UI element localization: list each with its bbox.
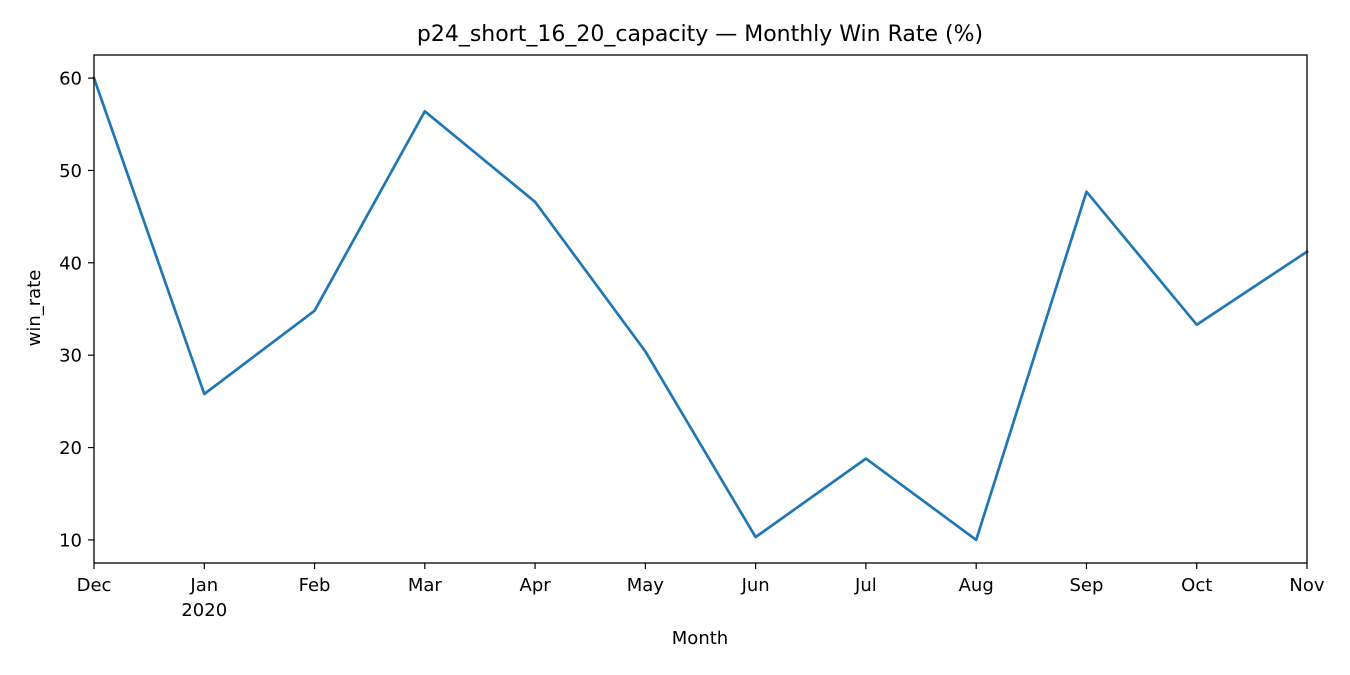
plot-area [92,76,1309,542]
x-tick-label: Aug [959,575,994,596]
x-tick-label: Oct [1181,575,1212,596]
y-axis: 10 20 30 40 50 60 [59,69,94,551]
y-tick-label: 30 [59,346,82,367]
chart-title: p24_short_16_20_capacity — Monthly Win R… [417,22,983,47]
x-tick-sublabel: 2020 [181,600,227,621]
x-axis: Dec Jan 2020 Feb Mar Apr May Jun Jul Aug Sep Oct Nov [77,563,1325,621]
x-tick-label: Dec [77,575,112,596]
x-tick-label: Sep [1069,575,1103,596]
y-tick-label: 20 [59,438,82,459]
y-tick-label: 10 [59,530,82,551]
x-tick-label: Feb [299,575,331,596]
y-tick-label: 50 [59,161,82,182]
y-tick-label: 40 [59,253,82,274]
x-tick-label: May [627,575,665,596]
x-axis-title: Month [672,628,728,649]
x-tick-label: Nov [1289,575,1324,596]
x-tick-label: Jul [854,575,877,596]
x-tick-label: Apr [520,575,552,596]
x-tick-label: Jan [189,575,218,596]
plot-frame [93,54,1308,564]
y-axis-title: win_rate [24,270,45,347]
x-tick-label: Mar [408,575,443,596]
y-tick-label: 60 [59,69,82,90]
series-line-0 [92,76,1309,542]
x-tick-label: Jun [741,575,770,596]
